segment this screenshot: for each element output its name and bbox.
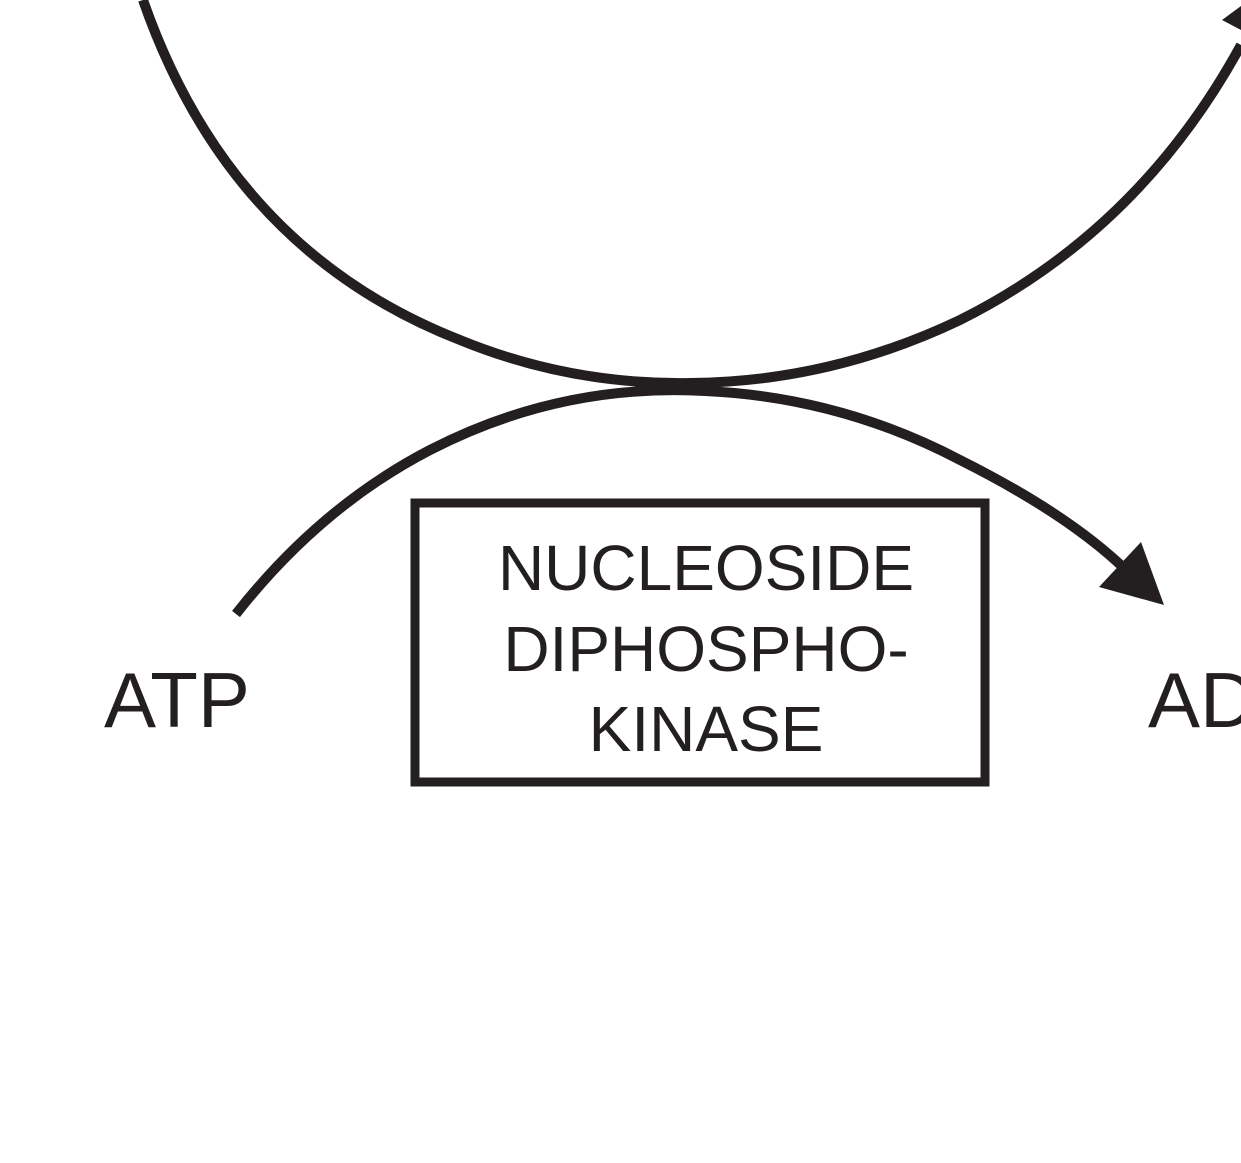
enzyme-name-line-2: DIPHOSPHO-	[503, 613, 908, 685]
atp-label: ATP	[104, 656, 250, 744]
adp-label: AD	[1148, 656, 1241, 744]
upper-arrowhead	[1222, 6, 1241, 30]
enzyme-box	[410, 498, 990, 787]
enzyme-name-line-3: KINASE	[589, 693, 824, 765]
upper-arc	[138, 0, 1241, 389]
lower-arrowhead	[1099, 542, 1164, 605]
enzyme-name-line-1: NUCLEOSIDE	[498, 532, 914, 604]
lower-arc	[232, 385, 1132, 618]
